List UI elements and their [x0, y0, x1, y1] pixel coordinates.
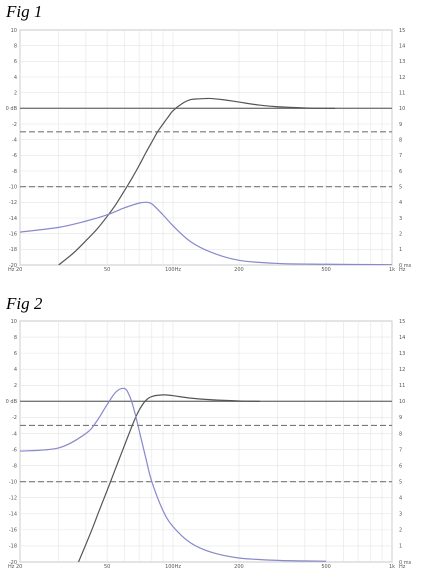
y-left-tick-label: -14: [9, 512, 17, 518]
y-right-tick-label: 12: [399, 75, 405, 81]
y-left-tick-label: 8: [14, 335, 17, 341]
y-right-tick-label: 3: [399, 216, 402, 222]
y-right-tick-label: 8: [399, 431, 402, 437]
y-left-tick-label: -20: [9, 560, 17, 566]
y-right-tick-label: 8: [399, 137, 402, 143]
y-right-tick-label: 2: [399, 231, 402, 237]
x-tick-label: 50: [104, 564, 110, 570]
x-tick-label: 200: [234, 267, 244, 273]
y-right-tick-label: 9: [399, 122, 402, 128]
y-left-tick-label: -8: [12, 169, 17, 175]
y-right-tick-label: 0 ms: [399, 263, 412, 269]
y-right-tick-label: 10: [399, 106, 405, 112]
y-right-tick-label: 11: [399, 383, 405, 389]
y-right-tick-label: 14: [399, 43, 405, 49]
y-left-tick-label: 2: [14, 383, 17, 389]
y-left-tick-label: 0 dB: [6, 106, 18, 112]
y-right-tick-label: 5: [399, 479, 402, 485]
y-left-tick-label: -20: [9, 263, 17, 269]
y-right-tick-label: 7: [399, 153, 402, 159]
y-right-tick-label: 5: [399, 184, 402, 190]
y-left-tick-label: -16: [9, 528, 17, 534]
x-tick-label: 500: [321, 564, 331, 570]
x-tick-label: 1k: [389, 267, 395, 273]
group-delay-curve: [20, 201, 392, 265]
magnitude-curve: [58, 97, 336, 265]
y-right-tick-label: 15: [399, 319, 405, 325]
y-left-tick-label: -14: [9, 216, 17, 222]
y-left-tick-label: -18: [9, 544, 17, 550]
y-right-tick-label: 11: [399, 90, 405, 96]
y-left-tick-label: -10: [9, 184, 17, 190]
y-left-tick-label: 10: [11, 28, 17, 34]
y-left-tick-label: 0 dB: [6, 399, 18, 405]
y-right-tick-label: 6: [399, 169, 402, 175]
y-right-tick-label: 14: [399, 335, 405, 341]
y-right-tick-label: 0 ms: [399, 560, 412, 566]
y-right-tick-label: 1: [399, 247, 402, 253]
x-tick-label: Hz 20: [8, 564, 22, 570]
y-right-tick-label: 1: [399, 544, 402, 550]
y-left-tick-label: -2: [12, 415, 17, 421]
y-right-tick-label: 13: [399, 351, 405, 357]
y-left-tick-label: -12: [9, 200, 17, 206]
y-left-tick-label: 2: [14, 90, 17, 96]
y-left-tick-label: -4: [12, 431, 17, 437]
y-right-tick-label: 2: [399, 528, 402, 534]
y-left-tick-label: -12: [9, 496, 17, 502]
x-tick-label: 100Hz: [165, 564, 181, 570]
x-unit-label: Hz: [399, 267, 406, 273]
x-tick-label: 200: [234, 564, 244, 570]
y-left-tick-label: -10: [9, 479, 17, 485]
y-right-tick-label: 9: [399, 415, 402, 421]
y-right-tick-label: 15: [399, 28, 405, 34]
group-delay-curve: [20, 387, 327, 562]
magnitude-curve: [77, 394, 261, 562]
x-tick-label: 500: [321, 267, 331, 273]
y-left-tick-label: -2: [12, 122, 17, 128]
x-tick-label: 50: [104, 267, 110, 273]
y-left-tick-label: -8: [12, 463, 17, 469]
y-right-tick-label: 6: [399, 463, 402, 469]
y-right-tick-label: 12: [399, 367, 405, 373]
y-left-tick-label: 4: [14, 367, 17, 373]
y-left-tick-label: -6: [12, 153, 17, 159]
y-right-tick-label: 4: [399, 496, 402, 502]
y-left-tick-label: -4: [12, 137, 17, 143]
y-right-tick-label: 7: [399, 447, 402, 453]
y-left-tick-label: -6: [12, 447, 17, 453]
y-right-tick-label: 3: [399, 512, 402, 518]
y-right-tick-label: 10: [399, 399, 405, 405]
y-left-tick-label: -18: [9, 247, 17, 253]
fig-1-title: Fig 1: [6, 2, 43, 21]
plot-frame: [19, 29, 393, 266]
y-left-tick-label: 8: [14, 43, 17, 49]
y-left-tick-label: 4: [14, 75, 17, 81]
x-tick-label: 1k: [389, 564, 395, 570]
plot-frame: [19, 320, 393, 563]
y-left-tick-label: 6: [14, 59, 17, 65]
fig-2-title: Fig 2: [6, 294, 43, 313]
x-tick-label: 100Hz: [165, 267, 181, 273]
y-right-tick-label: 4: [399, 200, 402, 206]
x-tick-label: Hz 20: [8, 267, 22, 273]
x-unit-label: Hz: [399, 564, 406, 570]
y-right-tick-label: 13: [399, 59, 405, 65]
y-left-tick-label: 10: [11, 319, 17, 325]
y-left-tick-label: 6: [14, 351, 17, 357]
y-left-tick-label: -16: [9, 231, 17, 237]
